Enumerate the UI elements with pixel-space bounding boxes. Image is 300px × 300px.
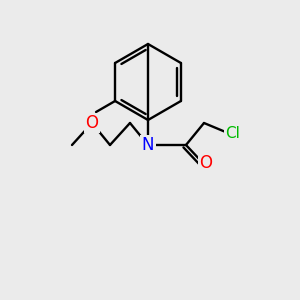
Text: Cl: Cl [226,125,240,140]
Text: N: N [142,136,154,154]
Text: O: O [85,114,98,132]
Text: O: O [200,154,212,172]
